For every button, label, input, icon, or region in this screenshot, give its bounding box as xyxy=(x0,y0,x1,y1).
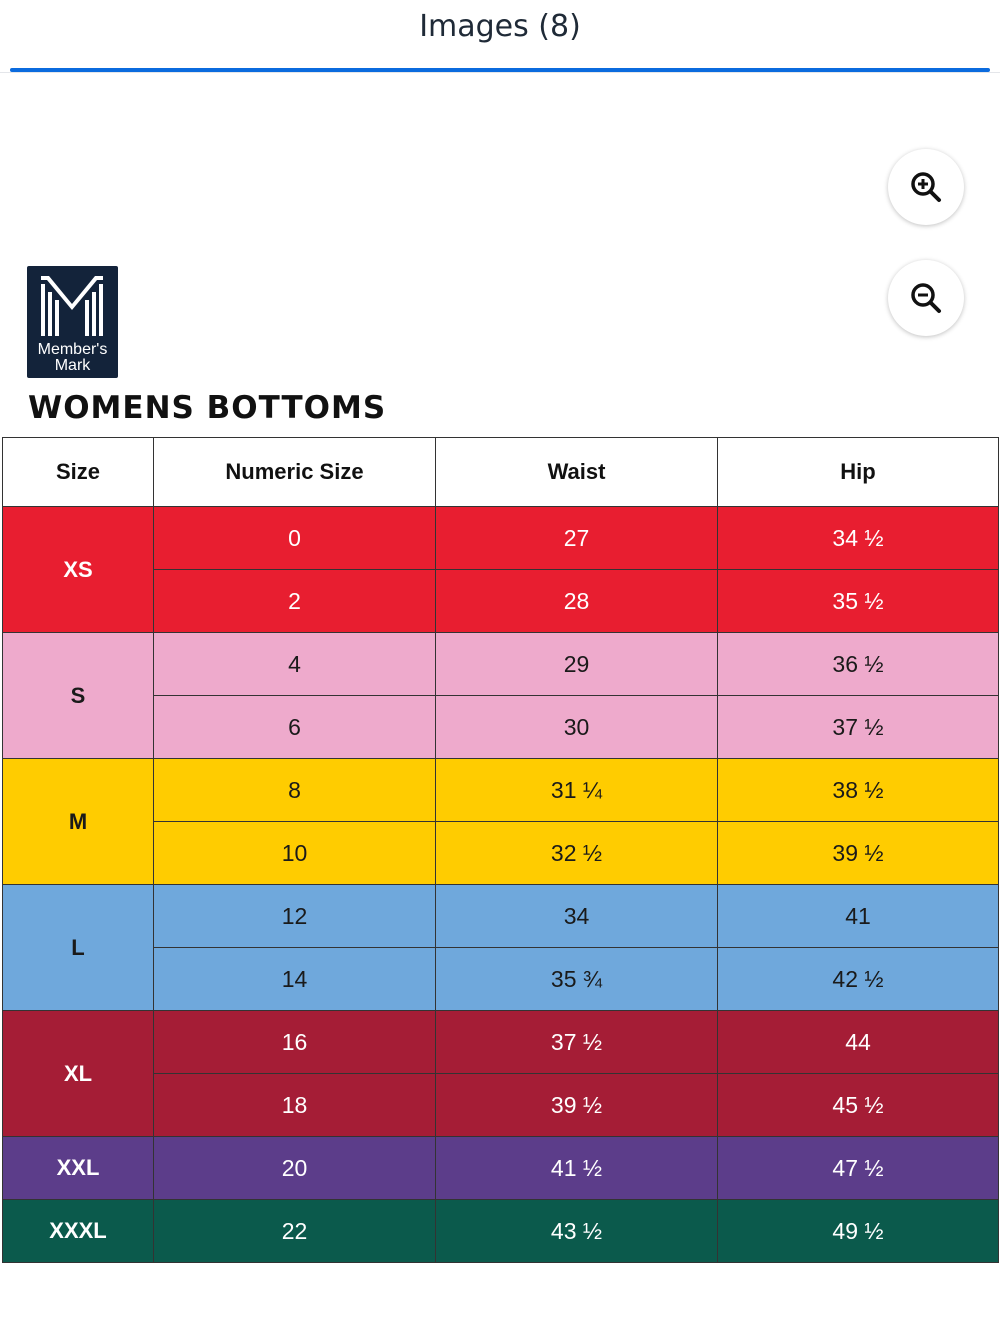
table-row: XS 0 27 34 ½ xyxy=(2,506,999,633)
size-chart-title: WOMENS BOTTOMS xyxy=(28,390,387,426)
images-tab-title[interactable]: Images (8) xyxy=(419,9,581,44)
numeric-size-cell: 14 xyxy=(153,947,436,1011)
waist-cell: 41 ½ xyxy=(435,1136,718,1200)
numeric-size-cell: 4 xyxy=(153,632,436,696)
table-row: 18 39 ½ 45 ½ xyxy=(2,1073,999,1137)
size-label-xxl: XXL xyxy=(2,1136,154,1200)
waist-cell: 43 ½ xyxy=(435,1199,718,1263)
hip-cell: 42 ½ xyxy=(717,947,999,1011)
table-row: S 4 29 36 ½ xyxy=(2,632,999,759)
table-row: XXXL 22 43 ½ 49 ½ xyxy=(2,1199,999,1263)
hip-cell: 36 ½ xyxy=(717,632,999,696)
table-row: M 8 31 ¼ 38 ½ xyxy=(2,758,999,885)
header: Images (8) xyxy=(0,0,1000,74)
zoom-in-icon xyxy=(911,172,941,202)
numeric-size-cell: 6 xyxy=(153,695,436,759)
waist-cell: 32 ½ xyxy=(435,821,718,885)
waist-cell: 29 xyxy=(435,632,718,696)
table-header-row: Size Numeric Size Waist Hip xyxy=(2,437,999,507)
table-row: 14 35 ¾ 42 ½ xyxy=(2,947,999,1011)
zoom-out-button[interactable] xyxy=(888,260,964,336)
numeric-size-cell: 8 xyxy=(153,758,436,822)
table-row: XL 16 37 ½ 44 xyxy=(2,1010,999,1137)
size-label-xl: XL xyxy=(2,1010,154,1137)
hip-cell: 35 ½ xyxy=(717,569,999,633)
size-label-m: M xyxy=(2,758,154,885)
hip-cell: 34 ½ xyxy=(717,506,999,570)
zoom-in-button[interactable] xyxy=(888,149,964,225)
size-label-xs: XS xyxy=(2,506,154,633)
hip-cell: 37 ½ xyxy=(717,695,999,759)
table-row: 10 32 ½ 39 ½ xyxy=(2,821,999,885)
column-header-size: Size xyxy=(2,437,154,507)
hip-cell: 41 xyxy=(717,884,999,948)
logo-text-line1: Member's xyxy=(37,341,108,358)
members-mark-logo: Member's Mark xyxy=(27,266,118,378)
hip-cell: 49 ½ xyxy=(717,1199,999,1263)
waist-cell: 28 xyxy=(435,569,718,633)
numeric-size-cell: 10 xyxy=(153,821,436,885)
m-logo-mark-icon xyxy=(41,276,103,336)
numeric-size-cell: 0 xyxy=(153,506,436,570)
hip-cell: 38 ½ xyxy=(717,758,999,822)
numeric-size-cell: 22 xyxy=(153,1199,436,1263)
column-header-waist: Waist xyxy=(435,437,718,507)
hip-cell: 45 ½ xyxy=(717,1073,999,1137)
table-row: 6 30 37 ½ xyxy=(2,695,999,759)
size-label-xxxl: XXXL xyxy=(2,1199,154,1263)
logo-text-line2: Mark xyxy=(54,357,91,374)
table-row: 2 28 35 ½ xyxy=(2,569,999,633)
zoom-out-icon xyxy=(911,283,941,313)
numeric-size-cell: 2 xyxy=(153,569,436,633)
hip-cell: 44 xyxy=(717,1010,999,1074)
waist-cell: 39 ½ xyxy=(435,1073,718,1137)
column-header-hip: Hip xyxy=(717,437,999,507)
hip-cell: 39 ½ xyxy=(717,821,999,885)
table-row: XXL 20 41 ½ 47 ½ xyxy=(2,1136,999,1200)
waist-cell: 37 ½ xyxy=(435,1010,718,1074)
numeric-size-cell: 16 xyxy=(153,1010,436,1074)
table-row: L 12 34 41 xyxy=(2,884,999,1011)
numeric-size-cell: 20 xyxy=(153,1136,436,1200)
size-label-l: L xyxy=(2,884,154,1011)
size-chart-table: Size Numeric Size Waist Hip XS 0 27 34 ½… xyxy=(2,437,999,1263)
header-divider xyxy=(0,72,1000,73)
numeric-size-cell: 12 xyxy=(153,884,436,948)
waist-cell: 30 xyxy=(435,695,718,759)
waist-cell: 34 xyxy=(435,884,718,948)
waist-cell: 31 ¼ xyxy=(435,758,718,822)
active-tab-indicator xyxy=(10,68,990,72)
waist-cell: 27 xyxy=(435,506,718,570)
hip-cell: 47 ½ xyxy=(717,1136,999,1200)
column-header-numeric-size: Numeric Size xyxy=(153,437,436,507)
numeric-size-cell: 18 xyxy=(153,1073,436,1137)
waist-cell: 35 ¾ xyxy=(435,947,718,1011)
size-label-s: S xyxy=(2,632,154,759)
